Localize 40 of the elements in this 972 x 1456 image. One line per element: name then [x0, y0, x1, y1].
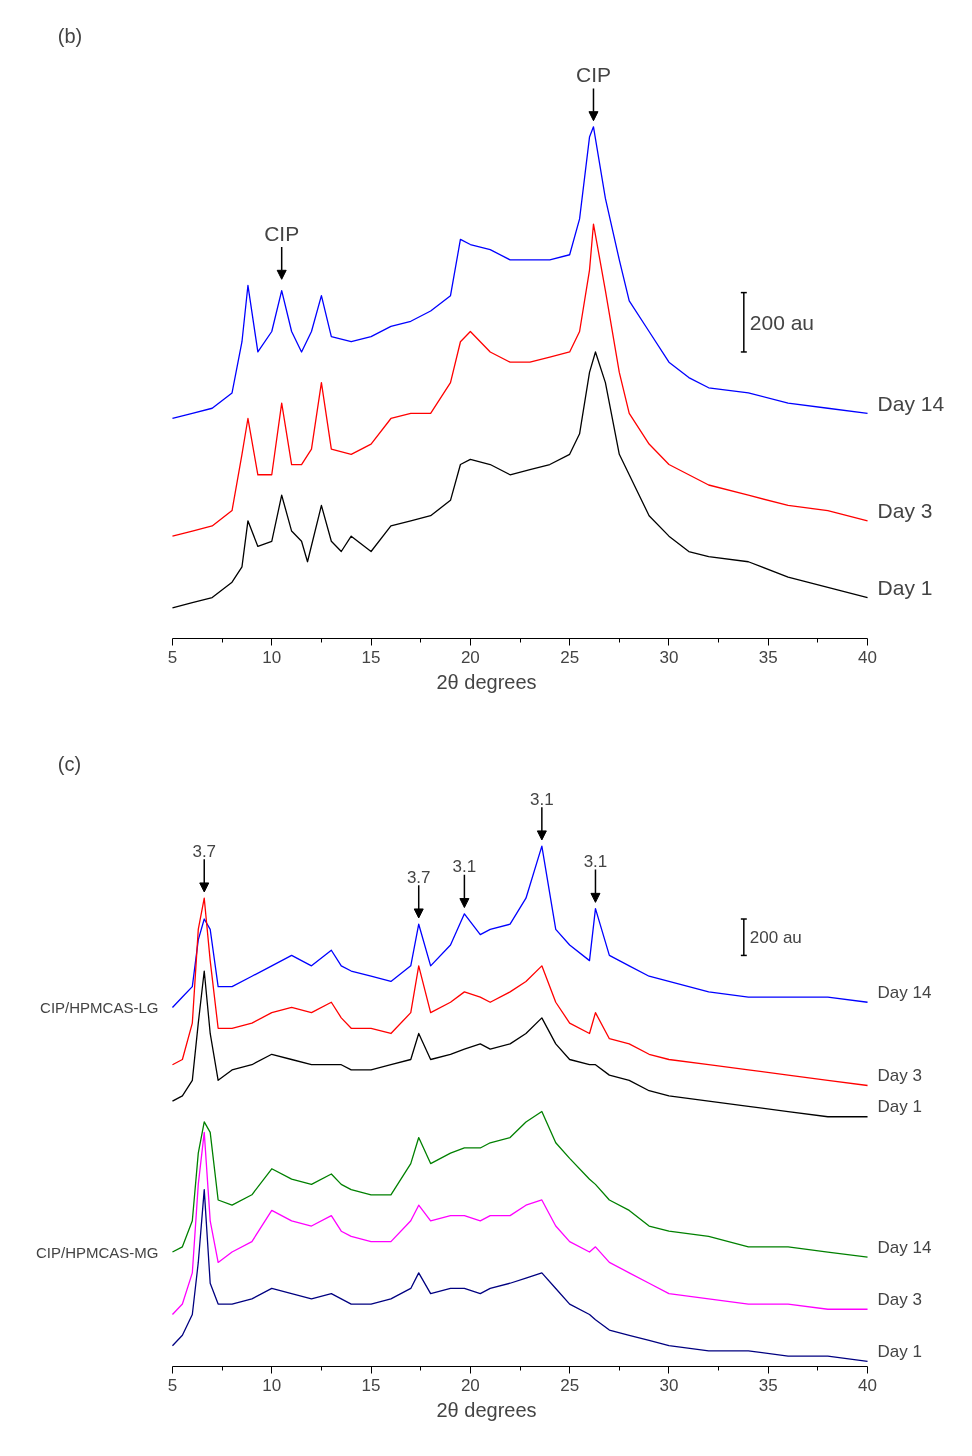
x-tick-label: 15 [361, 647, 381, 667]
x-axis-title: 2θ degrees [436, 1398, 537, 1421]
x-tick-label: 5 [167, 1375, 178, 1395]
annotation: 200 au [749, 927, 802, 947]
series-label: Day 3 [877, 1289, 922, 1309]
x-tick-label: 40 [858, 1375, 878, 1395]
text: CIP/HPMCAS-LG [40, 998, 159, 1016]
x-tick-label: 20 [460, 1375, 480, 1395]
x-tick-label: 25 [560, 1375, 580, 1395]
x-tick-label: 30 [659, 1375, 679, 1395]
x-tick-label: 10 [262, 647, 282, 667]
text: (c) [57, 752, 82, 775]
x-axis-title: 2θ degrees [436, 670, 537, 693]
x-tick-label: 35 [758, 1375, 778, 1395]
series-label: Day 1 [877, 1097, 922, 1117]
annotation: 200 au [749, 310, 815, 334]
x-tick-label: 35 [758, 647, 778, 667]
series-label: Day 14 [877, 1237, 932, 1257]
series-label: Day 3 [877, 1066, 922, 1086]
x-tick-label: 15 [361, 1375, 381, 1395]
annotation: CIP [575, 62, 611, 86]
x-tick-label: 25 [560, 647, 580, 667]
series-label: Day 14 [877, 982, 932, 1002]
annotation: 3.7 [192, 841, 217, 861]
annotation: 3.7 [406, 867, 431, 887]
x-tick-label: 30 [659, 647, 679, 667]
annotation: 3.1 [452, 857, 477, 877]
text: CIP/HPMCAS-MG [35, 1243, 159, 1261]
x-tick-label: 5 [167, 647, 178, 667]
x-tick-label: 40 [858, 647, 878, 667]
x-tick-label: 10 [262, 1375, 282, 1395]
annotation: 3.1 [583, 851, 608, 871]
x-tick-label: 20 [460, 647, 480, 667]
annotation: 3.1 [530, 789, 554, 809]
series-label: Day 14 [877, 391, 945, 415]
series-label: Day 1 [877, 1341, 922, 1361]
text: (b) [57, 24, 83, 47]
series-label: Day 3 [877, 499, 933, 523]
annotation: CIP [264, 221, 300, 245]
series-label: Day 1 [877, 576, 933, 600]
